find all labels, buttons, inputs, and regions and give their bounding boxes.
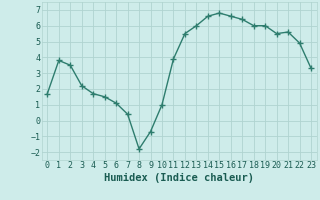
X-axis label: Humidex (Indice chaleur): Humidex (Indice chaleur) bbox=[104, 173, 254, 183]
